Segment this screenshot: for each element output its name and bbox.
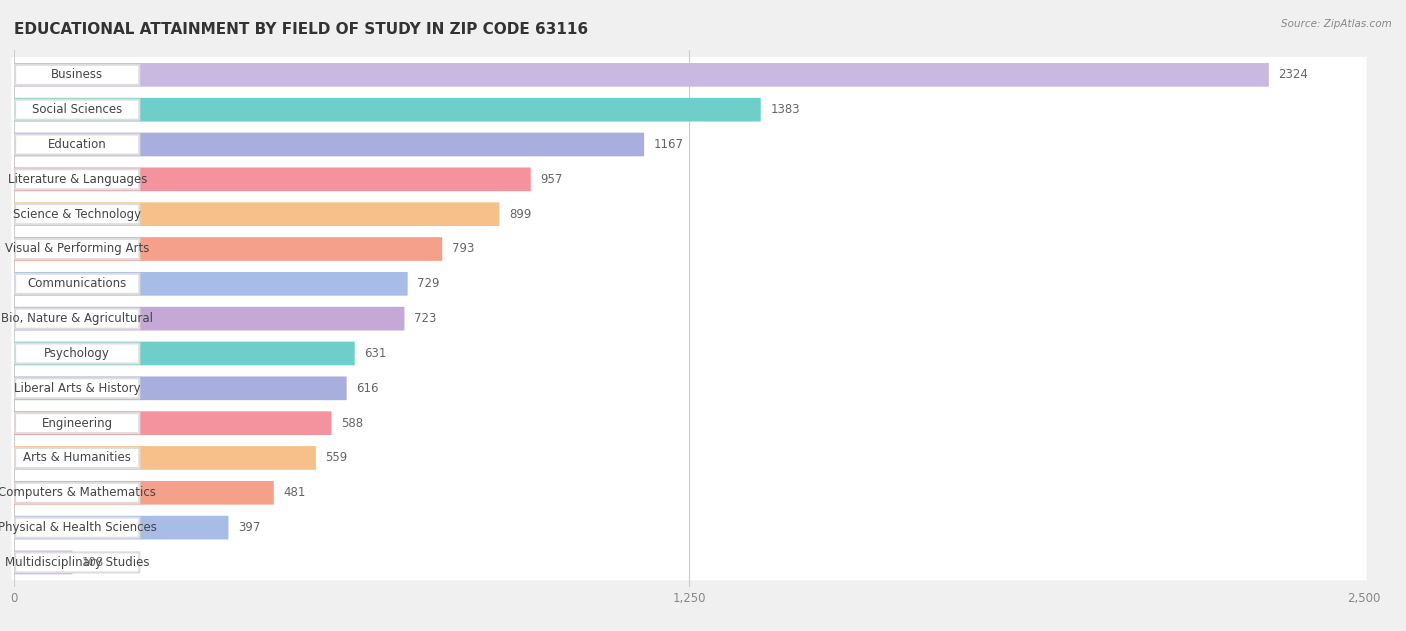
FancyBboxPatch shape — [14, 377, 347, 400]
Text: 559: 559 — [326, 451, 347, 464]
Text: Communications: Communications — [28, 278, 127, 290]
FancyBboxPatch shape — [15, 239, 139, 259]
FancyBboxPatch shape — [15, 413, 139, 433]
FancyBboxPatch shape — [14, 307, 405, 331]
Text: Engineering: Engineering — [42, 416, 112, 430]
FancyBboxPatch shape — [11, 196, 1367, 232]
Text: Liberal Arts & History: Liberal Arts & History — [14, 382, 141, 395]
FancyBboxPatch shape — [11, 91, 1367, 127]
Text: 397: 397 — [238, 521, 260, 534]
Text: Arts & Humanities: Arts & Humanities — [24, 451, 131, 464]
FancyBboxPatch shape — [14, 516, 228, 540]
FancyBboxPatch shape — [14, 203, 499, 226]
Text: 793: 793 — [451, 242, 474, 256]
FancyBboxPatch shape — [14, 272, 408, 296]
Text: 957: 957 — [540, 173, 562, 186]
Text: 2324: 2324 — [1278, 68, 1309, 81]
FancyBboxPatch shape — [11, 510, 1367, 546]
Text: Source: ZipAtlas.com: Source: ZipAtlas.com — [1281, 19, 1392, 29]
FancyBboxPatch shape — [14, 481, 274, 505]
Text: 729: 729 — [418, 278, 440, 290]
Text: 899: 899 — [509, 208, 531, 221]
FancyBboxPatch shape — [11, 231, 1367, 267]
FancyBboxPatch shape — [14, 446, 316, 470]
Text: Bio, Nature & Agricultural: Bio, Nature & Agricultural — [1, 312, 153, 325]
FancyBboxPatch shape — [11, 162, 1367, 198]
FancyBboxPatch shape — [15, 65, 139, 85]
FancyBboxPatch shape — [15, 309, 139, 329]
FancyBboxPatch shape — [15, 448, 139, 468]
FancyBboxPatch shape — [11, 545, 1367, 581]
FancyBboxPatch shape — [15, 169, 139, 189]
FancyBboxPatch shape — [15, 204, 139, 224]
Text: Multidisciplinary Studies: Multidisciplinary Studies — [6, 556, 149, 569]
Text: 1383: 1383 — [770, 103, 800, 116]
FancyBboxPatch shape — [11, 301, 1367, 336]
Text: 1167: 1167 — [654, 138, 683, 151]
FancyBboxPatch shape — [14, 551, 72, 574]
Text: Business: Business — [51, 68, 103, 81]
FancyBboxPatch shape — [11, 127, 1367, 162]
FancyBboxPatch shape — [14, 133, 644, 156]
FancyBboxPatch shape — [15, 343, 139, 363]
Text: Physical & Health Sciences: Physical & Health Sciences — [0, 521, 156, 534]
Text: Computers & Mathematics: Computers & Mathematics — [0, 487, 156, 499]
FancyBboxPatch shape — [14, 237, 443, 261]
FancyBboxPatch shape — [15, 517, 139, 538]
FancyBboxPatch shape — [15, 274, 139, 294]
FancyBboxPatch shape — [14, 63, 1268, 86]
Text: Literature & Languages: Literature & Languages — [7, 173, 146, 186]
FancyBboxPatch shape — [15, 483, 139, 503]
Text: 723: 723 — [415, 312, 436, 325]
FancyBboxPatch shape — [15, 378, 139, 398]
Text: 588: 588 — [342, 416, 363, 430]
FancyBboxPatch shape — [11, 440, 1367, 476]
Text: 108: 108 — [82, 556, 104, 569]
Text: Social Sciences: Social Sciences — [32, 103, 122, 116]
FancyBboxPatch shape — [15, 100, 139, 120]
FancyBboxPatch shape — [11, 336, 1367, 372]
Text: Visual & Performing Arts: Visual & Performing Arts — [6, 242, 149, 256]
FancyBboxPatch shape — [15, 134, 139, 155]
Text: Science & Technology: Science & Technology — [13, 208, 141, 221]
FancyBboxPatch shape — [14, 167, 530, 191]
Text: 616: 616 — [356, 382, 378, 395]
FancyBboxPatch shape — [14, 411, 332, 435]
FancyBboxPatch shape — [14, 341, 354, 365]
FancyBboxPatch shape — [11, 475, 1367, 510]
Text: 631: 631 — [364, 347, 387, 360]
FancyBboxPatch shape — [11, 57, 1367, 93]
Text: EDUCATIONAL ATTAINMENT BY FIELD OF STUDY IN ZIP CODE 63116: EDUCATIONAL ATTAINMENT BY FIELD OF STUDY… — [14, 22, 588, 37]
FancyBboxPatch shape — [15, 552, 139, 572]
Text: Education: Education — [48, 138, 107, 151]
FancyBboxPatch shape — [11, 405, 1367, 441]
Text: Psychology: Psychology — [45, 347, 110, 360]
FancyBboxPatch shape — [14, 98, 761, 122]
FancyBboxPatch shape — [11, 266, 1367, 302]
Text: 481: 481 — [284, 487, 307, 499]
FancyBboxPatch shape — [11, 370, 1367, 406]
